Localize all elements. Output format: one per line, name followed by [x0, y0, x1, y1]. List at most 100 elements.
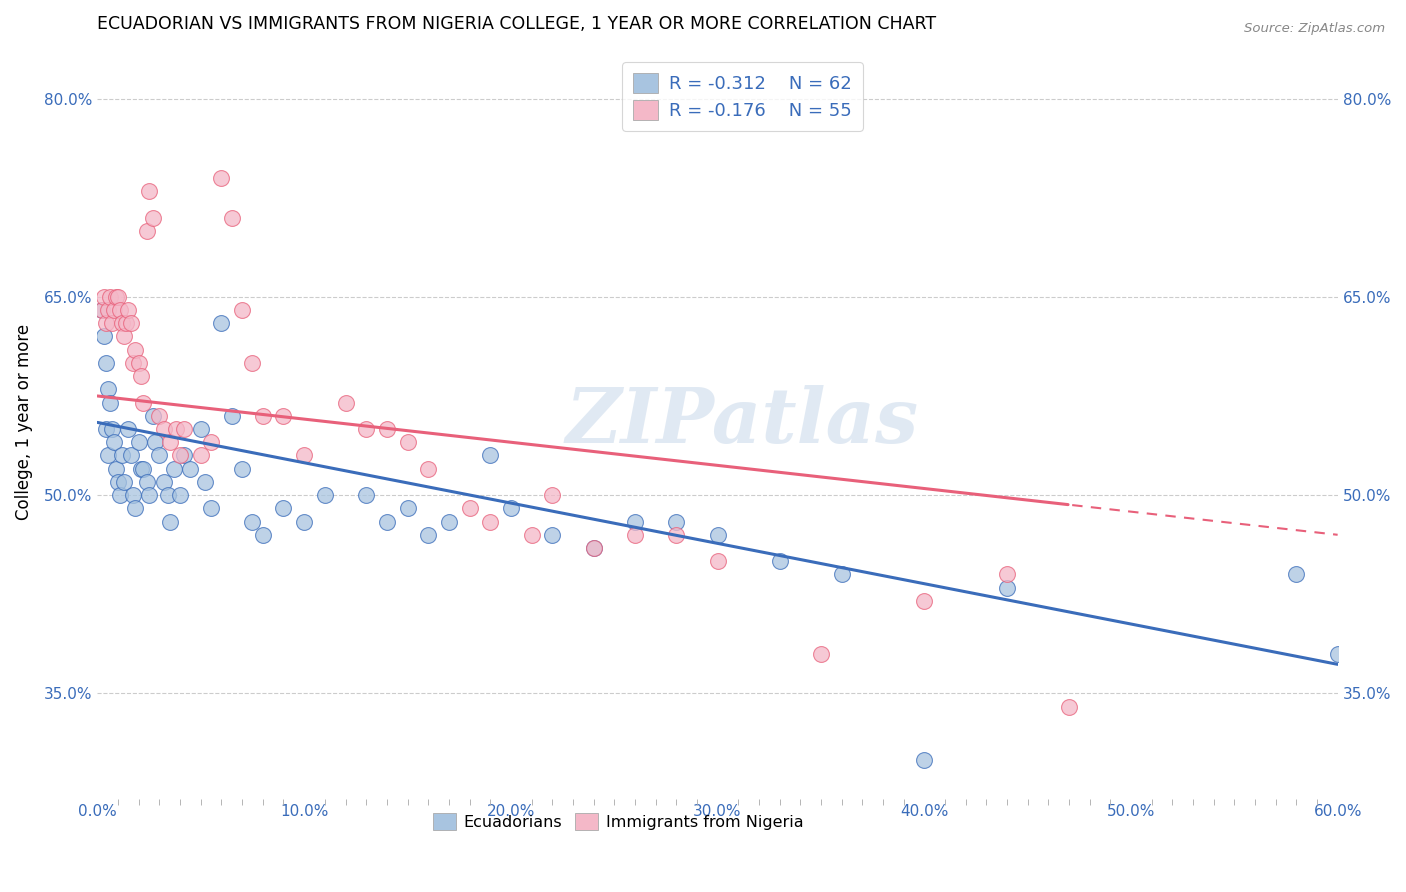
Point — [273, 501, 295, 516]
Point — [194, 475, 217, 489]
Point — [706, 554, 728, 568]
Legend: Ecuadorians, Immigrants from Nigeria: Ecuadorians, Immigrants from Nigeria — [427, 806, 810, 837]
Point — [706, 528, 728, 542]
Point — [121, 488, 143, 502]
Point — [103, 435, 125, 450]
Point — [768, 554, 790, 568]
Point — [152, 475, 174, 489]
Point — [128, 356, 150, 370]
Point — [912, 752, 935, 766]
Point — [520, 528, 543, 542]
Point — [148, 409, 170, 423]
Point — [221, 211, 243, 225]
Point — [231, 461, 253, 475]
Point — [97, 449, 120, 463]
Point — [273, 409, 295, 423]
Point — [173, 422, 195, 436]
Point — [190, 422, 212, 436]
Point — [124, 343, 146, 357]
Point — [129, 461, 152, 475]
Point — [169, 449, 191, 463]
Point — [292, 449, 315, 463]
Point — [97, 303, 120, 318]
Text: ZIPatlas: ZIPatlas — [565, 385, 920, 459]
Point — [252, 409, 274, 423]
Point — [624, 528, 647, 542]
Point — [159, 515, 181, 529]
Point — [179, 461, 201, 475]
Point — [105, 461, 128, 475]
Point — [1285, 567, 1308, 582]
Point — [173, 449, 195, 463]
Point — [117, 303, 139, 318]
Point — [665, 528, 688, 542]
Point — [231, 303, 253, 318]
Point — [541, 528, 564, 542]
Point — [458, 501, 481, 516]
Point — [148, 449, 170, 463]
Y-axis label: College, 1 year or more: College, 1 year or more — [15, 325, 32, 521]
Point — [995, 567, 1018, 582]
Point — [117, 422, 139, 436]
Point — [90, 303, 112, 318]
Point — [1057, 699, 1080, 714]
Point — [129, 369, 152, 384]
Point — [396, 501, 419, 516]
Point — [418, 528, 440, 542]
Point — [128, 435, 150, 450]
Point — [103, 303, 125, 318]
Point — [101, 422, 124, 436]
Point — [93, 290, 115, 304]
Point — [159, 435, 181, 450]
Point — [479, 515, 502, 529]
Point — [221, 409, 243, 423]
Point — [541, 488, 564, 502]
Point — [479, 449, 502, 463]
Point — [242, 356, 264, 370]
Point — [94, 356, 117, 370]
Point — [354, 488, 377, 502]
Point — [94, 316, 117, 330]
Point — [142, 211, 165, 225]
Text: Source: ZipAtlas.com: Source: ZipAtlas.com — [1244, 22, 1385, 36]
Point — [124, 501, 146, 516]
Point — [169, 488, 191, 502]
Point — [211, 170, 233, 185]
Point — [101, 316, 124, 330]
Point — [111, 316, 134, 330]
Point — [335, 395, 357, 409]
Point — [165, 422, 187, 436]
Point — [108, 303, 131, 318]
Point — [211, 316, 233, 330]
Point — [582, 541, 605, 555]
Point — [97, 383, 120, 397]
Point — [418, 461, 440, 475]
Point — [252, 528, 274, 542]
Point — [665, 515, 688, 529]
Point — [132, 395, 155, 409]
Point — [142, 409, 165, 423]
Point — [138, 184, 160, 198]
Point — [912, 594, 935, 608]
Point — [111, 449, 134, 463]
Point — [375, 515, 398, 529]
Point — [152, 422, 174, 436]
Point — [242, 515, 264, 529]
Point — [93, 329, 115, 343]
Point — [94, 422, 117, 436]
Point — [156, 488, 179, 502]
Point — [200, 501, 222, 516]
Point — [90, 303, 112, 318]
Point — [190, 449, 212, 463]
Point — [499, 501, 522, 516]
Text: ECUADORIAN VS IMMIGRANTS FROM NIGERIA COLLEGE, 1 YEAR OR MORE CORRELATION CHART: ECUADORIAN VS IMMIGRANTS FROM NIGERIA CO… — [97, 15, 936, 33]
Point — [121, 356, 143, 370]
Point — [995, 581, 1018, 595]
Point — [1326, 647, 1348, 661]
Point — [120, 449, 142, 463]
Point — [98, 395, 121, 409]
Point — [138, 488, 160, 502]
Point — [107, 290, 129, 304]
Point — [136, 224, 159, 238]
Point — [396, 435, 419, 450]
